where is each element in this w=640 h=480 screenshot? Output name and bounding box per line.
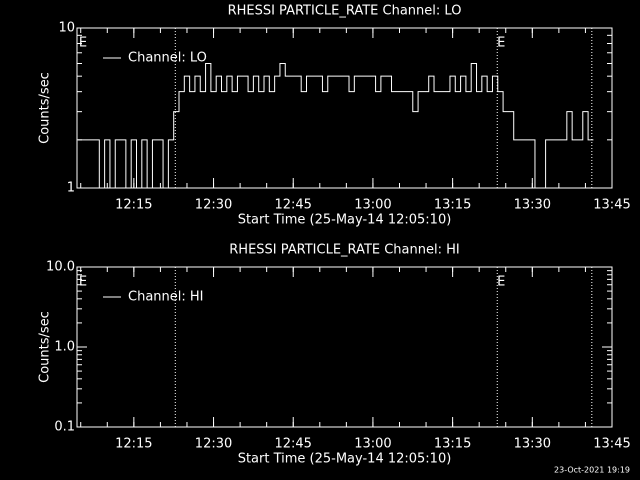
x-tick-label: 12:30 — [195, 437, 232, 452]
x-tick-label: 13:00 — [354, 198, 391, 213]
legend-label: Channel: LO — [128, 51, 207, 66]
y-tick-label: 10 — [58, 21, 75, 36]
annotation: E — [497, 36, 505, 51]
x-axis-label: Start Time (25-May-14 12:05:10) — [238, 452, 452, 467]
x-tick-label: 13:00 — [354, 437, 391, 452]
y-axis-label: Counts/sec — [38, 311, 53, 383]
x-tick-label: 12:45 — [274, 198, 311, 213]
x-tick-label: 12:15 — [115, 437, 152, 452]
x-axis-label: Start Time (25-May-14 12:05:10) — [238, 213, 452, 228]
x-tick-label: 12:45 — [274, 437, 311, 452]
annotation: E — [497, 275, 505, 290]
x-tick-label: 13:30 — [514, 437, 551, 452]
y-tick-label: 1 — [67, 181, 75, 196]
x-tick-label: 12:30 — [195, 198, 232, 213]
y-tick-label: 0.1 — [54, 420, 75, 435]
x-tick-label: 13:45 — [593, 198, 630, 213]
y-tick-label: 10.0 — [46, 260, 75, 275]
y-tick-label: 1.0 — [54, 340, 75, 355]
plot-frame — [76, 27, 613, 189]
legend-label: Channel: HI — [128, 290, 204, 305]
x-tick-label: 13:15 — [434, 198, 471, 213]
annotation: E — [79, 36, 87, 51]
footer: 23-Oct-2021 19:19 — [554, 466, 630, 475]
x-tick-label: 13:45 — [593, 437, 630, 452]
x-tick-label: 13:30 — [514, 198, 551, 213]
data-line — [78, 62, 594, 189]
annotation: E — [79, 275, 87, 290]
x-tick-label: 12:15 — [115, 198, 152, 213]
chart-title: RHESSI PARTICLE_RATE Channel: HI — [229, 243, 459, 258]
y-axis-label: Counts/sec — [38, 72, 53, 144]
x-tick-label: 13:15 — [434, 437, 471, 452]
chart-title: RHESSI PARTICLE_RATE Channel: LO — [228, 4, 462, 19]
